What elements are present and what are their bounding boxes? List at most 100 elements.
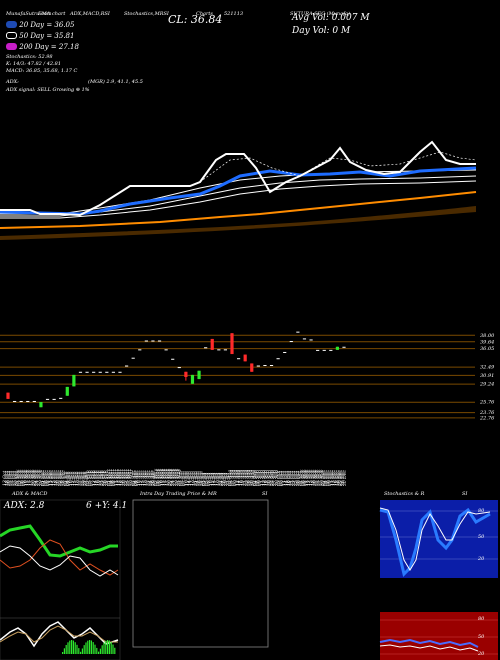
candle-body xyxy=(164,349,168,351)
date-tick-label: 24 Apr xyxy=(147,470,153,487)
date-tick-label: 19 Aug xyxy=(240,470,246,486)
date-tick-label: 06 Sep xyxy=(255,470,261,486)
date-tick-label: 08 Jul xyxy=(206,472,212,486)
candle-body xyxy=(269,365,274,367)
date-tick-label: 03 Jul xyxy=(202,472,208,486)
date-tick-label: 24 Jun xyxy=(195,471,201,487)
date-tick-label: 02 Jan xyxy=(62,471,68,486)
date-tick-label: 29 Jul xyxy=(223,472,229,487)
date-tick-label: 05 Jun xyxy=(180,471,186,486)
macd-histogram-bar xyxy=(80,651,82,654)
price-tick-label: 32.49 xyxy=(480,365,495,371)
stoch-panel-si: SI xyxy=(462,491,468,497)
date-tick-label: 19 Feb xyxy=(96,470,102,486)
date-tick-label: 31 May xyxy=(176,469,182,486)
date-tick-label: 11 Nov xyxy=(304,469,310,486)
date-tick-label: 09 Sep xyxy=(257,470,263,486)
date-tick-label: 31 Jul xyxy=(225,472,231,486)
ema-orange-line xyxy=(0,191,477,229)
date-tick-label: 13 Oct xyxy=(2,471,8,486)
price-tick-label: 30.91 xyxy=(480,373,494,379)
candle-body xyxy=(85,371,89,373)
date-tick-label: 07 Feb xyxy=(89,470,95,486)
candle-body xyxy=(342,346,346,348)
macd-histogram-bar xyxy=(71,640,73,654)
macd-histogram-bar xyxy=(96,647,98,654)
date-tick-label: 15 Apr xyxy=(140,470,146,486)
date-tick-label: 31 Jan xyxy=(83,471,89,486)
date-tick-label: 28 Aug xyxy=(248,470,254,487)
date-tick-label: 02 Dec xyxy=(321,470,327,486)
date-tick-label: 11 Dec xyxy=(329,470,335,486)
date-tick-label: 22 Mar xyxy=(123,469,129,487)
candle-body xyxy=(197,370,201,380)
date-tick-label: 20 Nov xyxy=(312,469,318,487)
candle-body xyxy=(6,392,10,399)
stoch-k-line xyxy=(379,507,491,577)
ema-20-blue-line xyxy=(0,166,477,216)
date-tick-label: 26 Feb xyxy=(102,470,108,487)
macd-histogram-bar xyxy=(81,648,83,654)
ema-bands xyxy=(0,140,477,240)
date-tick-label: 11 Oct xyxy=(282,471,288,486)
date-tick-label: 04 Sep xyxy=(253,470,259,486)
candle-body xyxy=(190,374,195,384)
candle-body xyxy=(12,400,17,402)
date-tick-label: 22 Nov xyxy=(314,469,320,487)
date-tick-label: 03 Oct xyxy=(276,471,282,486)
day-volume: Day Vol: 0 M xyxy=(292,26,351,36)
candle-body xyxy=(39,402,43,408)
date-tick-label: 07 Aug xyxy=(231,470,237,486)
macd-histogram-bar xyxy=(87,640,89,654)
date-tick-label: 15 Nov xyxy=(27,469,33,486)
date-tick-label: 08 May xyxy=(157,469,163,486)
date-tick-label: 02 Apr xyxy=(130,470,136,486)
ema-dotted-line xyxy=(199,151,477,183)
macd-line xyxy=(0,621,119,648)
candle-body xyxy=(26,400,30,402)
header-adx: ADX,MACD,RSI xyxy=(70,11,110,17)
adx-panel-frame xyxy=(0,499,121,660)
candle-body xyxy=(263,365,267,367)
date-tick-label: 16 Oct xyxy=(285,471,291,486)
price-tick-label: 29.24 xyxy=(479,382,494,388)
macd-histogram-bar xyxy=(63,648,65,654)
date-tick-label: 01 Mar xyxy=(106,469,112,486)
date-tick-label: 17 May xyxy=(164,469,170,486)
candle-body xyxy=(111,371,116,373)
date-tick-label: 16 Sep xyxy=(263,470,269,486)
date-tick-label: 15 May xyxy=(163,469,169,486)
legend-200dma: 200 Day = 27.18 xyxy=(6,43,79,51)
legend-20dma-label: 20 Day = 36.05 xyxy=(19,21,75,29)
candle-body xyxy=(322,349,326,351)
header-stoch: Stochastics,MRSI xyxy=(124,11,169,17)
macd-histogram-bar xyxy=(76,644,78,654)
date-tick-label: 20 Dec xyxy=(55,470,61,487)
date-tick-label: 06 Nov xyxy=(300,469,306,486)
date-tick-label: 27 May xyxy=(172,469,178,487)
date-tick-label: 21 Aug xyxy=(242,470,248,487)
macd-histogram-bar xyxy=(98,651,100,654)
date-tick-label: 17 Jul xyxy=(214,472,220,486)
macd-histogram-bar xyxy=(107,640,109,654)
candle-body xyxy=(283,351,287,353)
date-tick-label: 10 Jul xyxy=(208,472,214,486)
date-tick-label: 15 Dec xyxy=(51,470,57,486)
date-tick-label: 19 Jan xyxy=(76,471,82,486)
header-ema: EMA chart xyxy=(38,11,66,17)
candle-body xyxy=(210,338,214,350)
candle-body xyxy=(72,374,76,387)
mrsi-white-line xyxy=(379,644,479,652)
date-tick-label: 20 Mar xyxy=(121,469,127,487)
date-tick-label: 17 Nov xyxy=(28,469,34,486)
legend-50dma-label: 50 Day = 35.81 xyxy=(19,32,75,40)
date-tick-label: 28 Dec xyxy=(61,470,67,487)
candle-body xyxy=(302,338,307,340)
date-tick-label: 16 Feb xyxy=(95,470,101,486)
date-tick-label: 28 Feb xyxy=(104,470,110,487)
macd-histogram-bar xyxy=(74,642,76,654)
date-tick-label: 18 Oct xyxy=(287,471,293,486)
date-tick-label: 19 Apr xyxy=(144,470,150,486)
date-tick-label: 02 Aug xyxy=(227,470,233,486)
